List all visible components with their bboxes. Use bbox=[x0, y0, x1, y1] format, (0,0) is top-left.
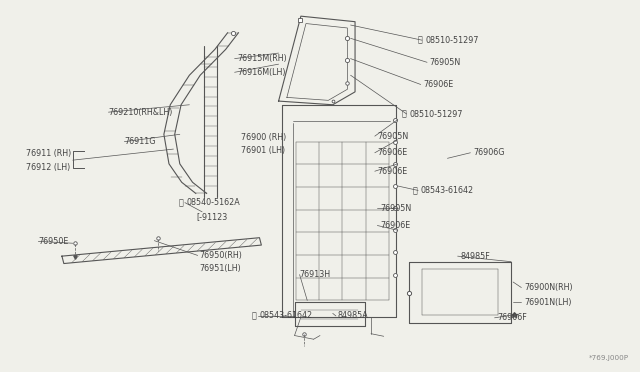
Text: Ⓢ: Ⓢ bbox=[179, 198, 183, 207]
Text: 76900N(RH): 76900N(RH) bbox=[524, 283, 573, 292]
Text: 76905N: 76905N bbox=[378, 132, 408, 141]
Text: 76916M(LH): 76916M(LH) bbox=[237, 68, 285, 77]
Text: 76905N: 76905N bbox=[380, 203, 411, 213]
Text: Ⓢ: Ⓢ bbox=[401, 109, 406, 119]
Text: Ⓢ: Ⓢ bbox=[413, 186, 417, 195]
Text: 76906E: 76906E bbox=[378, 167, 408, 176]
Text: 84985F: 84985F bbox=[460, 251, 490, 261]
Text: 76906E: 76906E bbox=[423, 80, 454, 89]
Text: 08540-5162A: 08540-5162A bbox=[186, 198, 240, 207]
Text: 08543-61642: 08543-61642 bbox=[259, 311, 312, 320]
Text: 76906E: 76906E bbox=[378, 148, 408, 157]
Text: 76906E: 76906E bbox=[380, 221, 410, 230]
Text: 84985A: 84985A bbox=[337, 311, 368, 320]
Text: 76950(RH): 76950(RH) bbox=[199, 251, 242, 260]
Text: 76915M(RH): 76915M(RH) bbox=[237, 54, 287, 63]
Text: Ⓢ: Ⓢ bbox=[417, 36, 422, 45]
Text: 76950E: 76950E bbox=[38, 237, 68, 246]
Text: 769210(RH&LH): 769210(RH&LH) bbox=[108, 108, 173, 117]
Text: 08510-51297: 08510-51297 bbox=[425, 36, 479, 45]
Text: [-91123: [-91123 bbox=[196, 212, 228, 221]
Text: 76901N(LH): 76901N(LH) bbox=[524, 298, 572, 307]
Text: 76911G: 76911G bbox=[124, 137, 156, 146]
Text: 76900 (RH): 76900 (RH) bbox=[241, 133, 286, 142]
Text: 76906F: 76906F bbox=[497, 313, 527, 322]
Text: 76951(LH): 76951(LH) bbox=[199, 264, 241, 273]
Text: 08510-51297: 08510-51297 bbox=[409, 109, 463, 119]
Text: 76906G: 76906G bbox=[473, 148, 504, 157]
Text: *769.J000P: *769.J000P bbox=[589, 355, 629, 361]
Text: 76911 (RH): 76911 (RH) bbox=[26, 149, 71, 158]
Text: 08543-61642: 08543-61642 bbox=[420, 186, 474, 195]
Text: Ⓢ: Ⓢ bbox=[252, 311, 256, 320]
Text: 76905N: 76905N bbox=[429, 58, 461, 67]
Text: 76901 (LH): 76901 (LH) bbox=[241, 146, 285, 155]
Text: 76913H: 76913H bbox=[300, 270, 331, 279]
Text: 76912 (LH): 76912 (LH) bbox=[26, 163, 70, 172]
